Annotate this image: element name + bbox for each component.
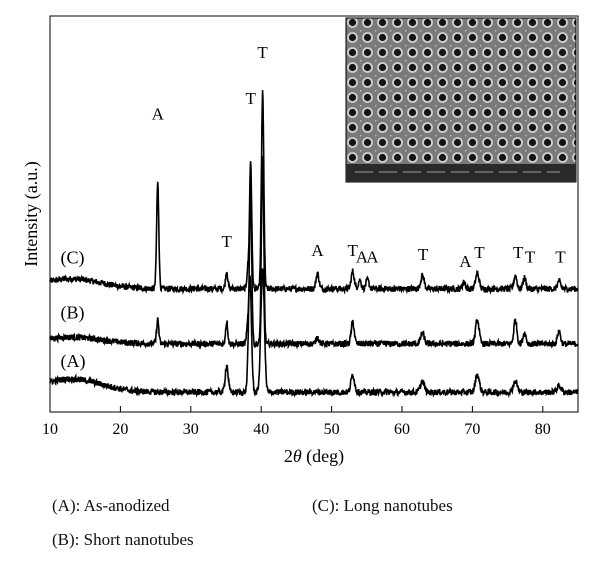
peak-label: A [311, 241, 324, 260]
series-label: (A) [61, 351, 86, 372]
x-tick-label: 70 [464, 421, 480, 438]
series-line-1 [49, 155, 579, 350]
peak-label: A [366, 247, 379, 266]
x-axis-label-theta: θ [293, 446, 302, 466]
peak-label: A [459, 252, 472, 271]
series-label: (B) [61, 303, 85, 324]
caption-b: (B): Short nanotubes [52, 530, 194, 549]
peak-label: T [474, 243, 485, 262]
peak-label: T [245, 89, 256, 108]
peak-label: T [222, 232, 233, 251]
peak-label: T [348, 241, 359, 260]
x-tick-label: 60 [394, 421, 410, 438]
caption-c: (C): Long nanotubes [312, 496, 453, 515]
x-tick-label: 30 [183, 421, 199, 438]
x-tick-label: 80 [535, 421, 551, 438]
x-axis-label-prefix: 2 [284, 446, 293, 466]
peak-label: A [152, 104, 165, 123]
peak-label: T [418, 245, 429, 264]
x-tick-label: 10 [42, 421, 58, 438]
peak-label: T [513, 243, 524, 262]
x-tick-label: 20 [112, 421, 128, 438]
sem-inset-image [345, 17, 577, 183]
x-tick-label: 50 [324, 421, 340, 438]
x-axis-label: 2θ (deg) [284, 446, 344, 467]
peak-label: T [257, 43, 268, 62]
caption-a: (A): As-anodized [52, 496, 170, 515]
peak-label: T [555, 247, 566, 266]
y-axis-label: Intensity (a.u.) [21, 161, 42, 266]
x-axis-label-suffix: (deg) [302, 446, 344, 467]
peak-label: A [356, 247, 369, 266]
series-label: (C) [61, 248, 85, 269]
x-tick-label: 40 [253, 421, 269, 438]
series-line-2 [49, 268, 579, 399]
plot-frame [49, 15, 579, 413]
series-line-0 [49, 90, 579, 295]
peak-label: T [525, 247, 536, 266]
